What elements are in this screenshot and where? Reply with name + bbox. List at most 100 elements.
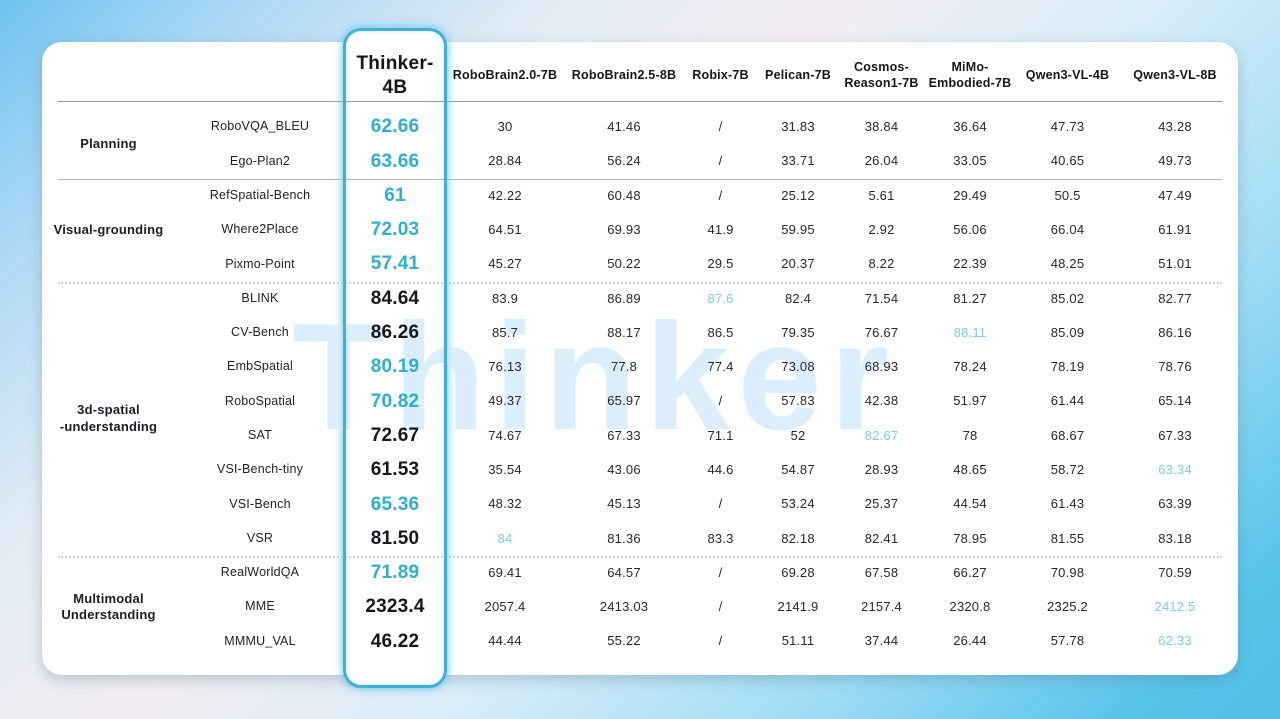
score-cell: 74.67 — [488, 427, 522, 443]
score-cell: 76.13 — [488, 359, 522, 375]
score-cell: 20.37 — [781, 256, 815, 272]
score-cell: 33.05 — [953, 153, 987, 169]
score-cell: 57.83 — [781, 393, 815, 409]
benchmark-name: RoboSpatial — [224, 393, 296, 408]
column-header: RoboBrain2.5-8B — [571, 68, 677, 83]
score-cell: 36.64 — [953, 119, 987, 135]
header-divider-line — [58, 101, 1222, 102]
score-cell-thinker: 71.89 — [370, 562, 420, 584]
score-cell: 47.73 — [1050, 119, 1085, 135]
score-cell: 67.33 — [1158, 427, 1192, 443]
score-cell-thinker: 46.22 — [370, 630, 420, 652]
score-cell: 47.49 — [1158, 187, 1192, 203]
score-cell: 61.44 — [1050, 393, 1085, 409]
score-cell: 25.12 — [781, 187, 815, 203]
column-header-thinker: Thinker-4B — [356, 53, 434, 98]
score-cell: 43.28 — [1158, 119, 1192, 135]
score-cell: 82.67 — [864, 427, 899, 443]
score-cell: 44.44 — [488, 633, 522, 649]
score-cell: 68.93 — [864, 359, 899, 375]
score-cell: 50.5 — [1054, 187, 1081, 203]
score-cell: 2057.4 — [484, 599, 526, 615]
score-cell: 28.93 — [864, 461, 899, 477]
score-cell: 59.95 — [781, 221, 815, 237]
score-cell: 86.16 — [1158, 324, 1192, 340]
score-cell: 69.41 — [488, 564, 522, 580]
benchmark-name: RefSpatial-Bench — [209, 187, 311, 202]
score-cell: / — [718, 599, 723, 615]
score-cell: 2320.8 — [949, 599, 991, 615]
score-cell: 41.46 — [607, 119, 641, 135]
score-cell: 70.59 — [1158, 564, 1192, 580]
score-cell: 8.22 — [868, 256, 895, 272]
score-cell: 26.04 — [864, 153, 899, 169]
score-cell: 61.43 — [1050, 496, 1085, 512]
score-cell: 33.71 — [781, 153, 815, 169]
score-cell: 79.35 — [781, 324, 815, 340]
score-cell-thinker: 72.03 — [370, 219, 420, 241]
score-cell: 56.24 — [607, 153, 641, 169]
score-cell: 81.55 — [1050, 530, 1085, 546]
column-header: Qwen3-VL-8B — [1133, 68, 1217, 83]
column-header: Cosmos- Reason1-7B — [844, 60, 919, 90]
score-cell: 62.33 — [1158, 633, 1192, 649]
score-cell: 77.8 — [610, 359, 638, 375]
score-cell: 87.6 — [707, 290, 734, 306]
score-cell: 78.76 — [1158, 359, 1192, 375]
benchmark-name: BLINK — [241, 290, 279, 305]
score-cell: 26.44 — [953, 633, 987, 649]
score-cell: 2157.4 — [861, 599, 902, 615]
table-header-row: Thinker-4B RoboBrain2.0-7B RoboBrain2.5-8B… — [42, 42, 1238, 110]
score-cell-thinker: 57.41 — [370, 253, 420, 275]
group-divider-line — [58, 178, 1222, 180]
score-cell: 64.51 — [488, 221, 522, 237]
score-cell-thinker: 86.26 — [370, 322, 420, 344]
score-cell-thinker: 61.53 — [370, 459, 420, 481]
group-label: Visual-grounding — [53, 221, 164, 237]
score-cell: / — [718, 496, 723, 512]
header-spacer-benchmark — [175, 42, 345, 110]
score-cell: 53.24 — [781, 496, 815, 512]
score-cell: 49.37 — [488, 393, 522, 409]
score-cell: 78.95 — [953, 530, 987, 546]
score-cell: 54.87 — [781, 461, 815, 477]
score-cell: 2141.9 — [777, 599, 819, 615]
score-cell: 43.06 — [607, 461, 641, 477]
score-cell-thinker: 70.82 — [370, 390, 420, 412]
score-cell: 48.65 — [953, 461, 987, 477]
header-spacer-group — [42, 42, 175, 110]
column-header: RoboBrain2.0-7B — [452, 68, 558, 83]
score-cell: 71.54 — [864, 290, 899, 306]
score-cell: 31.83 — [781, 119, 815, 135]
score-cell: 55.22 — [607, 633, 641, 649]
benchmark-name: RoboVQA_BLEU — [210, 119, 310, 134]
score-cell: 28.84 — [488, 153, 522, 169]
score-cell-thinker: 61 — [384, 184, 406, 206]
score-cell: 78.24 — [953, 359, 987, 375]
score-cell: 2325.2 — [1047, 599, 1088, 615]
score-cell: 77.4 — [707, 359, 734, 375]
score-cell: 81.36 — [607, 530, 641, 546]
score-cell: 88.17 — [607, 324, 641, 340]
score-cell: 42.22 — [488, 187, 522, 203]
score-cell: 51.97 — [953, 393, 987, 409]
score-cell: 61.91 — [1158, 221, 1192, 237]
score-cell: 78.19 — [1050, 359, 1085, 375]
score-cell: 44.54 — [953, 496, 987, 512]
score-cell: 48.32 — [488, 496, 522, 512]
group-label: 3d-spatial -understanding — [59, 402, 158, 434]
thinker-column-highlight-fill — [343, 28, 447, 688]
score-cell: 45.13 — [607, 496, 641, 512]
score-cell: 71.1 — [707, 427, 734, 443]
benchmark-name: VSR — [246, 530, 274, 545]
benchmark-name: CV-Bench — [231, 325, 289, 340]
score-cell: 41.9 — [707, 221, 734, 237]
score-cell: 83.3 — [707, 530, 734, 546]
score-cell: 22.39 — [953, 256, 987, 272]
score-cell: 45.27 — [488, 256, 522, 272]
score-cell-thinker: 62.66 — [370, 116, 420, 138]
score-cell: 50.22 — [607, 256, 641, 272]
score-cell: 67.33 — [607, 427, 641, 443]
score-cell: / — [718, 393, 723, 409]
score-cell: 60.48 — [607, 187, 641, 203]
